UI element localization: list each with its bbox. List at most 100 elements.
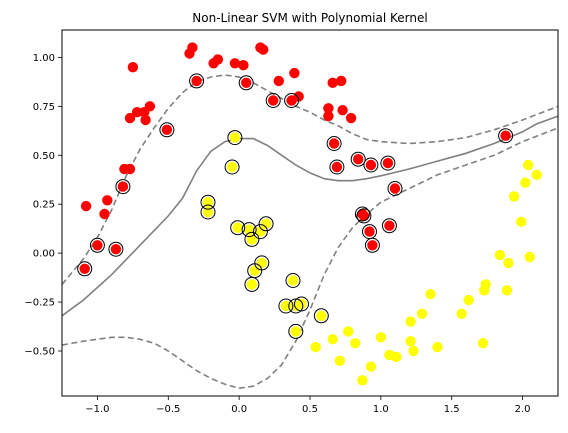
x-tick-label: 2.0	[515, 404, 531, 415]
support-vector-ring	[258, 216, 274, 232]
support-vector-ring	[285, 273, 301, 288]
data-point-class-0	[127, 61, 139, 73]
data-point-class-0	[389, 183, 401, 194]
data-point-class-1	[501, 285, 513, 296]
data-point-class-0	[229, 58, 241, 69]
data-point-class-0	[238, 59, 249, 71]
data-point-class-0	[500, 130, 511, 141]
support-vector-ring	[294, 296, 309, 312]
data-point-class-1	[343, 326, 354, 337]
data-point-class-0	[99, 208, 110, 220]
data-point-class-1	[365, 361, 377, 372]
data-point-class-1	[494, 249, 506, 261]
data-point-class-0	[187, 42, 198, 53]
data-point-class-1	[202, 206, 214, 218]
data-point-class-1	[229, 132, 241, 143]
data-point-class-1	[357, 375, 368, 386]
data-point-class-1	[202, 197, 214, 208]
data-point-class-1	[524, 251, 535, 263]
y-tick-label: −0.50	[24, 346, 55, 357]
x-tick-label: −0.5	[156, 404, 180, 415]
data-point-class-1	[463, 294, 474, 306]
data-point-class-1	[287, 275, 299, 286]
data-point-class-0	[102, 195, 113, 206]
data-point-class-0	[124, 112, 136, 124]
data-point-class-0	[268, 95, 279, 106]
support-vector-ring	[288, 323, 304, 339]
data-point-class-0	[367, 240, 378, 251]
support-vector-ring	[329, 159, 345, 175]
support-vector-ring	[387, 181, 403, 196]
y-tick-label: 0.00	[33, 249, 55, 260]
y-tick-label: 0.25	[33, 200, 55, 211]
support-vector-ring	[244, 276, 260, 292]
data-point-class-1	[255, 226, 266, 237]
support-vector-ring	[354, 206, 370, 222]
data-point-class-0	[323, 110, 334, 122]
data-point-class-0	[331, 161, 343, 173]
x-axis: −1.0 −0.5 0.0 0.5 1.0 1.5 2.0	[85, 396, 531, 415]
data-point-class-0	[365, 159, 377, 171]
data-point-class-0	[140, 114, 151, 126]
data-point-class-1	[416, 308, 428, 319]
y-tick-label: 1.00	[33, 53, 55, 64]
data-point-class-1	[316, 310, 327, 321]
plot-area	[62, 42, 558, 390]
x-tick-label: 0.0	[231, 404, 247, 415]
data-point-class-0	[358, 210, 370, 222]
support-vector-ring	[200, 194, 216, 210]
data-point-class-1	[516, 216, 527, 227]
data-point-class-1	[523, 159, 534, 171]
data-point-class-1	[260, 218, 272, 229]
data-point-class-1	[226, 161, 238, 173]
data-point-class-0	[144, 101, 156, 112]
support-vector-ring	[313, 308, 329, 324]
data-point-class-1	[405, 316, 416, 327]
margin-upper-line	[62, 74, 558, 285]
support-vector-ring	[326, 136, 342, 151]
support-vector-ring	[227, 130, 243, 146]
data-point-class-0	[328, 138, 340, 149]
data-point-class-0	[191, 75, 202, 87]
data-point-class-0	[353, 154, 364, 165]
data-point-class-0	[258, 44, 269, 55]
support-vector-ring	[498, 128, 514, 144]
y-axis: −0.50 −0.25 0.00 0.25 0.50 0.75 1.00	[24, 53, 62, 357]
data-point-class-0	[382, 157, 394, 169]
data-point-class-0	[124, 163, 136, 175]
chart-title: Non-Linear SVM with Polynomial Kernel	[192, 11, 427, 25]
data-point-class-1	[480, 279, 491, 290]
data-point-class-0	[327, 77, 338, 89]
data-point-class-0	[345, 112, 357, 124]
support-vector-ring	[356, 208, 372, 224]
data-point-class-0	[79, 263, 90, 274]
data-point-class-1	[280, 300, 292, 312]
data-point-class-1	[327, 334, 338, 345]
data-point-class-0	[110, 244, 122, 255]
support-vector-ring	[252, 224, 268, 240]
data-point-class-0	[336, 75, 347, 87]
support-vector-ring	[224, 159, 240, 175]
data-point-class-1	[503, 257, 514, 269]
support-vector-ring	[189, 73, 205, 89]
support-vector-ring	[108, 241, 124, 257]
data-point-class-1	[232, 222, 243, 233]
x-tick-label: −1.0	[85, 404, 109, 415]
support-vector-ring	[244, 231, 260, 247]
y-tick-label: 0.75	[33, 102, 55, 113]
data-point-class-0	[117, 181, 129, 192]
data-point-class-0	[323, 103, 334, 114]
data-point-class-1	[477, 338, 489, 349]
y-tick-label: 0.50	[33, 151, 55, 162]
data-point-class-0	[289, 67, 300, 79]
data-point-class-0	[384, 220, 395, 231]
data-point-class-1	[249, 265, 260, 276]
margin-lower-line	[62, 127, 558, 390]
data-point-class-0	[273, 75, 284, 87]
data-point-class-1	[432, 341, 443, 353]
support-vector-ring	[230, 220, 246, 236]
x-tick-label: 1.5	[444, 404, 460, 415]
support-vector-ring	[265, 93, 281, 108]
support-vector-ring	[284, 93, 300, 108]
support-vector-ring	[278, 298, 294, 314]
